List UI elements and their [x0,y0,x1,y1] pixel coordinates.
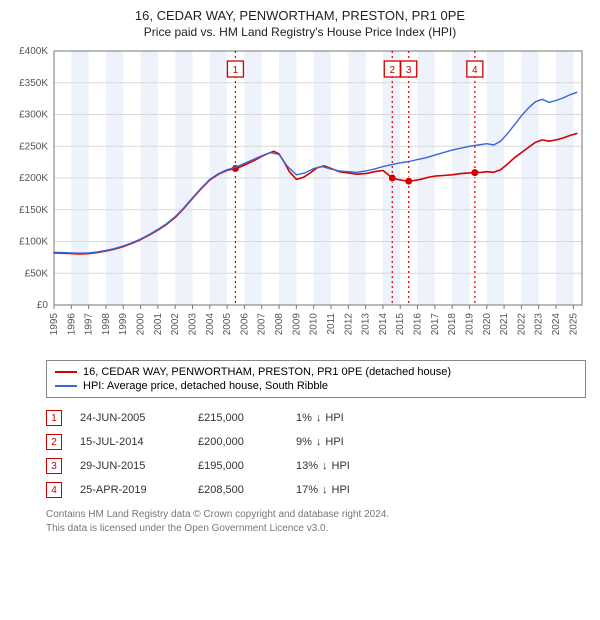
svg-text:2011: 2011 [326,313,337,335]
svg-text:1: 1 [233,65,239,76]
transaction-hpi: 13% ↓ HPI [296,460,386,472]
svg-text:1999: 1999 [118,313,129,336]
transaction-row: 3 29-JUN-2015 £195,000 13% ↓ HPI [46,454,586,478]
transaction-hpi-suffix: HPI [325,412,343,424]
svg-text:2005: 2005 [222,313,233,336]
transaction-date: 25-APR-2019 [80,484,180,496]
svg-text:£150K: £150K [19,205,48,216]
chart: £0 £50K £100K £150K £200K £250K £300K £350K £400… [10,45,590,350]
svg-text:2008: 2008 [274,313,285,336]
svg-text:2007: 2007 [257,313,268,336]
svg-text:3: 3 [406,65,412,76]
transaction-price: £200,000 [198,436,278,448]
svg-text:2017: 2017 [430,313,441,336]
svg-text:1996: 1996 [66,313,77,336]
transaction-price: £208,500 [198,484,278,496]
svg-text:2018: 2018 [447,313,458,336]
transaction-marker-badge: 2 [46,434,62,450]
svg-text:2022: 2022 [516,313,527,336]
legend-label: HPI: Average price, detached house, Sout… [83,380,328,392]
svg-text:2023: 2023 [534,313,545,336]
transaction-date: 24-JUN-2005 [80,412,180,424]
transaction-marker-badge: 4 [46,482,62,498]
transaction-hpi-suffix: HPI [325,436,343,448]
legend-item: HPI: Average price, detached house, Sout… [55,379,577,393]
svg-text:2015: 2015 [395,313,406,336]
footer-line-2: This data is licensed under the Open Gov… [46,522,586,536]
svg-text:£100K: £100K [19,237,48,248]
svg-text:2014: 2014 [378,313,389,336]
svg-text:£400K: £400K [19,46,48,57]
transaction-hpi-pct: 1% [296,412,312,424]
svg-text:2002: 2002 [170,313,181,336]
svg-text:2013: 2013 [361,313,372,336]
transaction-hpi: 9% ↓HPI [296,436,386,448]
svg-text:2025: 2025 [568,313,579,336]
footer: Contains HM Land Registry data © Crown c… [46,508,586,535]
svg-text:£200K: £200K [19,173,48,184]
svg-text:2010: 2010 [309,313,320,336]
footer-line-1: Contains HM Land Registry data © Crown c… [46,508,586,522]
transaction-hpi-suffix: HPI [332,484,350,496]
transaction-date: 15-JUL-2014 [80,436,180,448]
arrow-down-icon: ↓ [316,436,322,448]
transaction-marker-badge: 3 [46,458,62,474]
svg-text:1997: 1997 [84,313,95,336]
transactions-table: 124-JUN-2005£215,0001%↓HPI215-JUL-2014£2… [46,406,586,502]
svg-text:1995: 1995 [49,313,60,336]
chart-svg: £0 £50K £100K £150K £200K £250K £300K £350K £400… [10,45,590,345]
svg-text:2012: 2012 [343,313,354,336]
svg-text:1998: 1998 [101,313,112,336]
transaction-date: 29-JUN-2015 [80,460,180,472]
legend: 16, CEDAR WAY, PENWORTHAM, PRESTON, PR1 … [46,360,586,398]
svg-text:2016: 2016 [413,313,424,336]
titles: 16, CEDAR WAY, PENWORTHAM, PRESTON, PR1 … [10,8,590,39]
svg-text:2003: 2003 [187,313,198,336]
arrow-down-icon: ↓ [316,412,322,424]
svg-text:£0: £0 [37,300,49,311]
transaction-row: 2 15-JUL-2014 £200,000 9% ↓HPI [46,430,586,454]
legend-label: 16, CEDAR WAY, PENWORTHAM, PRESTON, PR1 … [83,366,451,378]
page-subtitle: Price paid vs. HM Land Registry's House … [10,25,590,39]
svg-text:2: 2 [389,65,395,76]
arrow-down-icon: ↓ [322,484,328,496]
transaction-row: 1 24-JUN-2005 £215,000 1% ↓HPI [46,406,586,430]
transaction-hpi: 17% ↓ HPI [296,484,386,496]
transaction-price: £215,000 [198,412,278,424]
svg-text:2006: 2006 [239,313,250,336]
svg-text:2004: 2004 [205,313,216,336]
legend-swatch [55,371,77,373]
transaction-hpi-pct: 13% [296,460,318,472]
page: 16, CEDAR WAY, PENWORTHAM, PRESTON, PR1 … [0,0,600,545]
transaction-marker-badge: 1 [46,410,62,426]
svg-text:2001: 2001 [153,313,164,336]
svg-text:£250K: £250K [19,141,48,152]
svg-text:£50K: £50K [25,268,49,279]
legend-item: 16, CEDAR WAY, PENWORTHAM, PRESTON, PR1 … [55,365,577,379]
svg-text:2019: 2019 [464,313,475,336]
svg-text:4: 4 [472,65,478,76]
transaction-hpi: 1% ↓HPI [296,412,386,424]
transaction-price: £195,000 [198,460,278,472]
svg-text:£300K: £300K [19,110,48,121]
page-title: 16, CEDAR WAY, PENWORTHAM, PRESTON, PR1 … [10,8,590,23]
legend-swatch [55,385,77,387]
svg-text:2009: 2009 [291,313,302,336]
svg-text:2024: 2024 [551,313,562,336]
transaction-row: 4 25-APR-2019 £208,500 17% ↓ HPI [46,478,586,502]
svg-text:2021: 2021 [499,313,510,336]
svg-text:2020: 2020 [482,313,493,336]
svg-text:2000: 2000 [136,313,147,336]
svg-text:£350K: £350K [19,78,48,89]
transaction-hpi-pct: 17% [296,484,318,496]
transaction-hpi-pct: 9% [296,436,312,448]
arrow-down-icon: ↓ [322,460,328,472]
transaction-hpi-suffix: HPI [332,460,350,472]
